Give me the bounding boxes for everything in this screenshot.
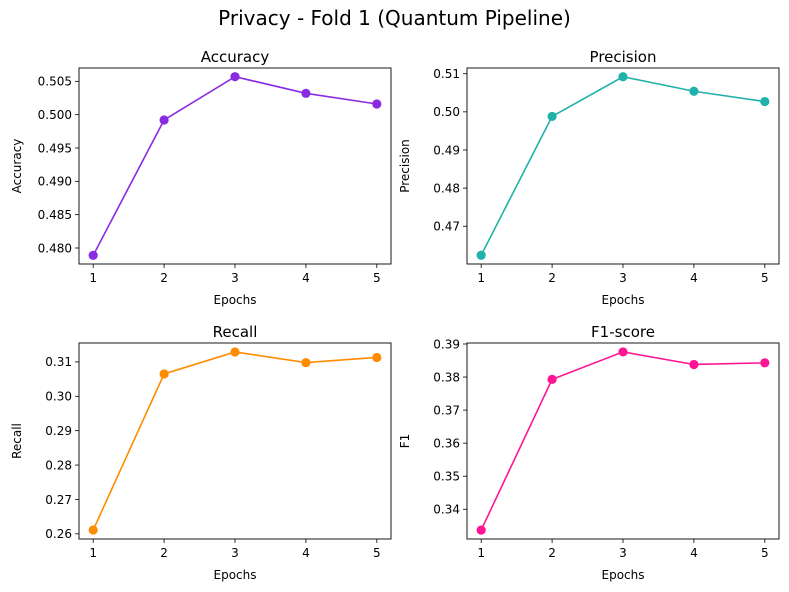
recall-ytick-label: 0.27 <box>45 493 72 507</box>
precision-data-point <box>547 111 557 122</box>
accuracy-series-line <box>92 75 377 256</box>
accuracy-data-point <box>88 250 98 260</box>
recall-axes-frame <box>78 342 392 540</box>
f1-xtick-label: 3 <box>619 546 627 560</box>
precision-xlabel: Epochs <box>602 293 645 307</box>
precision-data-point <box>618 72 628 82</box>
accuracy-data-point <box>230 72 240 82</box>
figure-title: Privacy - Fold 1 (Quantum Pipeline) <box>218 6 571 30</box>
recall-xtick-label: 3 <box>231 546 239 560</box>
f1-ytick-label: 0.38 <box>433 370 460 384</box>
precision-title: Precision <box>590 48 657 66</box>
precision-data-point <box>689 86 699 96</box>
precision-data-point <box>760 96 770 107</box>
recall-ytick-label: 0.28 <box>45 458 72 472</box>
precision-ytick-label: 0.47 <box>433 220 460 234</box>
f1-data-point <box>689 359 699 370</box>
accuracy-data-point <box>301 88 311 98</box>
recall-title: Recall <box>213 323 258 341</box>
f1-ytick-label: 0.37 <box>433 403 460 417</box>
accuracy-ytick-label: 0.505 <box>38 75 72 89</box>
accuracy-xtick-label: 5 <box>373 271 381 285</box>
accuracy-data-point <box>372 99 382 109</box>
recall-xtick-label: 1 <box>89 546 97 560</box>
f1-title: F1-score <box>591 323 655 341</box>
f1-ytick-label: 0.34 <box>433 503 460 517</box>
precision-series-line <box>480 75 765 256</box>
precision-xtick-label: 4 <box>690 271 698 285</box>
precision-xtick-label: 3 <box>619 271 627 285</box>
precision-ytick-label: 0.50 <box>433 105 460 119</box>
precision-ytick-label: 0.51 <box>433 67 460 81</box>
precision-xtick-label: 2 <box>548 271 556 285</box>
accuracy-xtick-label: 2 <box>160 271 168 285</box>
recall-xtick-label: 4 <box>302 546 310 560</box>
recall-data-point <box>230 347 240 357</box>
precision-axes-frame <box>466 67 780 265</box>
recall-ytick-label: 0.31 <box>45 355 72 369</box>
recall-data-point <box>372 352 382 363</box>
accuracy-ytick-label: 0.495 <box>38 141 72 155</box>
accuracy-xtick-label: 1 <box>89 271 97 285</box>
recall-ytick-label: 0.29 <box>45 424 72 438</box>
f1-ytick-label: 0.35 <box>433 470 460 484</box>
recall-xlabel: Epochs <box>214 568 257 582</box>
accuracy-data-point <box>159 115 169 125</box>
recall-ylabel: Recall <box>10 423 24 459</box>
f1-data-point <box>547 374 557 384</box>
accuracy-ytick-label: 0.480 <box>38 241 72 255</box>
recall-data-point <box>159 369 169 379</box>
accuracy-axes-frame <box>78 67 392 265</box>
recall-series-line <box>92 351 377 531</box>
accuracy-ytick-label: 0.500 <box>38 108 72 122</box>
accuracy-xtick-label: 4 <box>302 271 310 285</box>
f1-xtick-label: 5 <box>761 546 769 560</box>
precision-xtick-label: 5 <box>761 271 769 285</box>
f1-xtick-label: 1 <box>477 546 485 560</box>
precision-ytick-label: 0.48 <box>433 181 460 195</box>
f1-ytick-label: 0.36 <box>433 436 460 450</box>
precision-data-point <box>476 250 486 260</box>
f1-data-point <box>760 358 770 368</box>
f1-data-point <box>618 347 628 357</box>
f1-ytick-label: 0.39 <box>433 337 460 351</box>
recall-ytick-label: 0.30 <box>45 390 72 404</box>
precision-ytick-label: 0.49 <box>433 143 460 157</box>
recall-xtick-label: 2 <box>160 546 168 560</box>
subplot-recall: Recall 1 2 3 4 5 0.26 0.27 0.28 0.29 0.30 0.31 Epoch… <box>10 323 392 582</box>
precision-ylabel: Precision <box>398 139 412 193</box>
accuracy-xtick-label: 3 <box>231 271 239 285</box>
recall-ytick-label: 0.26 <box>45 527 72 541</box>
recall-xtick-label: 5 <box>373 546 381 560</box>
f1-series-line <box>480 351 765 531</box>
accuracy-ytick-label: 0.485 <box>38 208 72 222</box>
accuracy-ylabel: Accuracy <box>10 139 24 194</box>
recall-data-point <box>301 358 311 368</box>
subplot-precision: Precision 1 2 3 4 5 0.47 0.48 0.49 0.50 0.51 Epochs… <box>398 48 780 307</box>
f1-ylabel: F1 <box>398 434 412 449</box>
f1-xtick-label: 4 <box>690 546 698 560</box>
subplot-f1: F1-score 1 2 3 4 5 0.34 0.35 0.36 0.37 0.38 0.39 Epo… <box>398 323 780 582</box>
subplot-accuracy: Accuracy 1 2 3 4 5 0.480 0.485 0.490 0.495 0.500 0.… <box>10 48 392 307</box>
f1-data-point <box>476 525 486 535</box>
f1-xtick-label: 2 <box>548 546 556 560</box>
precision-xtick-label: 1 <box>477 271 485 285</box>
accuracy-title: Accuracy <box>201 48 270 66</box>
accuracy-xlabel: Epochs <box>214 293 257 307</box>
recall-data-point <box>88 525 98 535</box>
f1-xlabel: Epochs <box>602 568 645 582</box>
f1-axes-frame <box>466 342 780 540</box>
accuracy-ytick-label: 0.490 <box>38 175 72 189</box>
